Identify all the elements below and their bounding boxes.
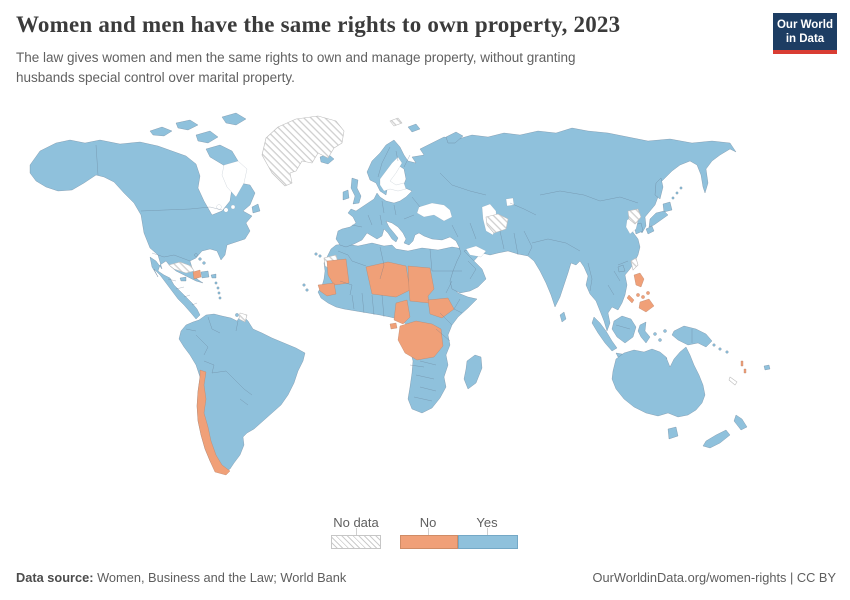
map-region-south-sudan [427, 297, 455, 319]
map-region-north-korea [627, 208, 642, 225]
map-region-taiwan [630, 257, 639, 271]
footer-source-label: Data source: [16, 570, 94, 585]
map-regions-yes[interactable] [29, 112, 771, 474]
legend-label-no-data: No data [333, 515, 379, 530]
footer-source: Data source: Women, Business and the Law… [16, 570, 346, 585]
map-region-new-caledonia [728, 376, 738, 386]
map-region-madagascar [463, 354, 483, 390]
legend-swatch-yes[interactable] [458, 535, 518, 549]
owid-logo-line2: in Data [785, 33, 825, 46]
legend-swatch-no[interactable] [400, 535, 458, 549]
world-map[interactable] [0, 103, 850, 511]
map-region-dr-congo [397, 320, 444, 361]
footer-source-value: Women, Business and the Law; World Bank [93, 570, 347, 585]
map-region-philippines-mindanao [638, 298, 655, 313]
map-region-cuba [168, 261, 195, 274]
owid-logo[interactable]: Our World in Data [773, 13, 837, 55]
map-region-sulawesi [637, 321, 651, 344]
legend-tick [487, 528, 488, 535]
map-region-south-america [178, 313, 306, 474]
map-region-japan [662, 201, 673, 213]
map-region-greenland [261, 115, 345, 187]
map-region-ireland [342, 189, 350, 201]
map-region-svalbard [389, 117, 403, 127]
map-region-niger [365, 261, 411, 298]
map-region-new-zealand [733, 414, 748, 431]
legend-label-no: No [419, 515, 437, 530]
legend-tick [356, 528, 357, 535]
map-region-fiji [763, 364, 771, 371]
page-subtitle: The law gives women and men the same rig… [16, 50, 576, 85]
world-map-svg[interactable] [0, 103, 850, 511]
map-region-sumatra [591, 316, 618, 352]
map-region-tasmania [667, 426, 679, 440]
map-region-africa [317, 242, 482, 414]
map-region-equatorial-guinea [389, 322, 398, 330]
map-region-eurasia [335, 127, 737, 332]
map-region-haiti [192, 269, 202, 280]
map-region-vanuatu [740, 360, 744, 367]
map-region-uk [350, 177, 362, 205]
footer-separator: | [786, 570, 797, 585]
map-region-philippines-luzon [633, 272, 645, 288]
map-region-sri-lanka [559, 311, 567, 323]
map-region-australia [611, 346, 706, 418]
legend-swatch-no-data[interactable] [331, 535, 381, 549]
map-regions-no[interactable] [192, 258, 747, 476]
map-region-cameroon [393, 299, 411, 325]
footer-license[interactable]: CC BY [796, 570, 836, 585]
map-region-dominican-republic [200, 270, 210, 279]
map-region-senegal [317, 282, 337, 297]
footer-link[interactable]: OurWorldinData.org/women-rights [592, 570, 787, 585]
map-region-mauritania [326, 258, 350, 286]
map-region-borneo [611, 315, 637, 344]
owid-logo-line1: Our World [776, 19, 833, 31]
map-region-turkmenistan [485, 213, 509, 234]
map-regions-no-data[interactable] [168, 115, 738, 386]
legend-tick [428, 528, 429, 535]
map-region-jamaica [179, 276, 187, 282]
map-region-philippines-visayas [636, 293, 640, 297]
footer-credit: OurWorldinData.org/women-rights | CC BY [593, 570, 836, 585]
map-region-french-guiana [238, 312, 248, 323]
map-region-chad [407, 265, 435, 304]
map-region-chile [196, 369, 231, 476]
map-region-north-america [29, 139, 256, 320]
legend-label-yes: Yes [476, 515, 498, 530]
map-country-borders [95, 144, 693, 406]
page-title: Women and men have the same rights to ow… [16, 12, 621, 37]
